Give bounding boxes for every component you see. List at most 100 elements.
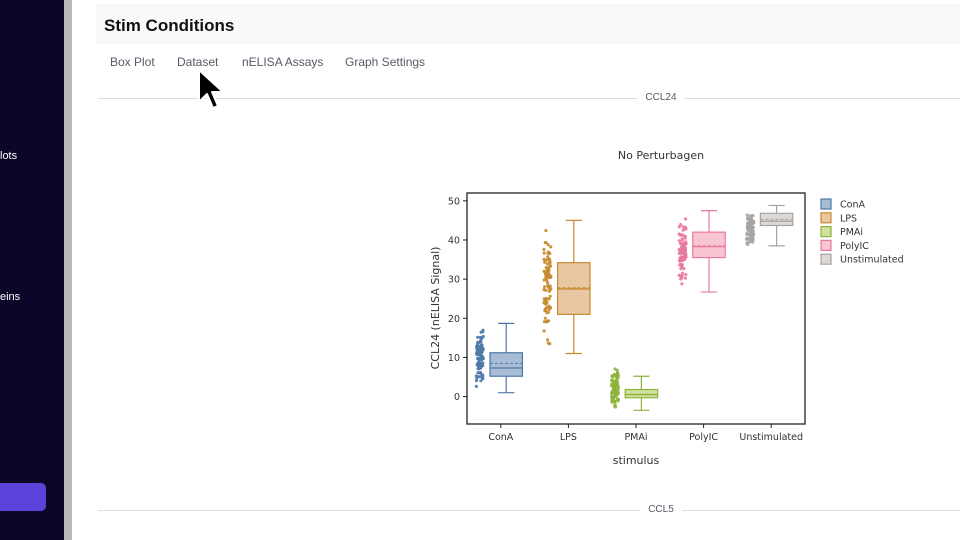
- data-point: [677, 239, 682, 243]
- legend-label: Unstimulated: [840, 255, 904, 266]
- data-point: [549, 245, 553, 249]
- data-point: [679, 267, 683, 271]
- y-tick-label: 0: [454, 392, 460, 403]
- data-point: [677, 232, 681, 236]
- chart-title: No Perturbagen: [618, 149, 704, 162]
- data-point: [684, 217, 688, 221]
- data-point: [678, 263, 682, 267]
- data-point: [543, 309, 547, 313]
- data-point: [548, 261, 552, 265]
- data-point: [478, 375, 482, 379]
- title-bar: [96, 4, 960, 44]
- data-point: [544, 241, 548, 245]
- sidebar-item-label[interactable]: eins: [0, 291, 21, 303]
- tab-box-plot[interactable]: Box Plot: [110, 55, 155, 69]
- data-point: [474, 379, 479, 383]
- data-point: [542, 297, 546, 301]
- data-point: [683, 235, 687, 239]
- data-point: [613, 399, 617, 403]
- data-point: [543, 271, 548, 275]
- sidebar-resize-handle[interactable]: [64, 0, 72, 540]
- data-point: [680, 282, 684, 286]
- data-point: [745, 241, 749, 245]
- data-point: [677, 273, 681, 277]
- data-point: [476, 364, 480, 368]
- data-point: [476, 371, 480, 375]
- data-point: [745, 221, 750, 225]
- data-point: [479, 330, 483, 334]
- x-tick-label: Unstimulated: [739, 432, 803, 443]
- data-point: [680, 233, 684, 237]
- sidebar-action-button[interactable]: [0, 483, 46, 511]
- data-point: [747, 226, 751, 230]
- data-point: [549, 274, 553, 278]
- y-tick-label: 10: [448, 353, 460, 364]
- data-point: [548, 284, 552, 288]
- data-point: [476, 340, 480, 344]
- data-point: [678, 256, 682, 260]
- section-label: CCL5: [640, 504, 682, 515]
- data-point: [546, 267, 550, 271]
- data-point: [479, 379, 483, 383]
- data-point: [542, 329, 546, 333]
- page-title: Stim Conditions: [104, 16, 235, 35]
- data-point: [481, 328, 485, 332]
- data-point: [680, 252, 684, 256]
- x-tick-label: PMAi: [624, 432, 647, 443]
- data-point: [745, 213, 749, 217]
- data-point: [475, 349, 479, 353]
- data-point: [750, 232, 754, 236]
- box-body: [692, 231, 726, 259]
- data-point: [478, 370, 482, 375]
- section-divider: [98, 510, 960, 511]
- legend-label: PMAi: [840, 227, 863, 238]
- data-point: [544, 229, 548, 233]
- data-point: [474, 374, 478, 378]
- data-point: [610, 400, 614, 404]
- data-point: [542, 288, 546, 292]
- data-point: [616, 385, 621, 389]
- data-point: [684, 252, 688, 256]
- data-point: [745, 217, 750, 221]
- data-point: [547, 272, 551, 276]
- data-point: [610, 394, 614, 399]
- data-point: [616, 397, 621, 401]
- data-point: [545, 262, 550, 266]
- data-point: [684, 255, 688, 259]
- data-point: [680, 274, 684, 278]
- tab-nelisa-assays[interactable]: nELISA Assays: [242, 55, 324, 69]
- data-point: [749, 214, 754, 218]
- data-point: [542, 251, 546, 255]
- data-point: [611, 379, 615, 383]
- data-point: [546, 281, 550, 285]
- data-point: [545, 311, 549, 315]
- data-point: [543, 300, 547, 304]
- data-point: [475, 346, 479, 350]
- legend-label: ConA: [840, 200, 865, 211]
- legend-swatch: [820, 253, 832, 265]
- data-point: [476, 335, 480, 339]
- sidebar-item-label[interactable]: lots: [0, 150, 18, 162]
- x-tick-label: PolyIC: [689, 432, 718, 443]
- data-point: [546, 243, 550, 247]
- data-point: [613, 404, 617, 408]
- data-point: [679, 223, 683, 227]
- data-point: [616, 373, 620, 377]
- tab-graph-settings[interactable]: Graph Settings: [345, 55, 426, 69]
- plot-frame: [466, 192, 806, 425]
- data-point: [677, 225, 681, 229]
- data-point: [614, 378, 619, 382]
- data-point: [684, 240, 688, 244]
- data-point: [481, 376, 485, 380]
- tab-dataset[interactable]: Dataset: [177, 55, 219, 69]
- data-point: [681, 271, 685, 275]
- y-tick-label: 50: [448, 196, 460, 207]
- data-point: [479, 347, 483, 352]
- data-point: [677, 251, 681, 255]
- section-divider: [98, 98, 960, 99]
- x-tick-label: LPS: [560, 432, 577, 443]
- data-point: [683, 247, 687, 251]
- data-point: [612, 391, 617, 395]
- data-point: [745, 231, 749, 235]
